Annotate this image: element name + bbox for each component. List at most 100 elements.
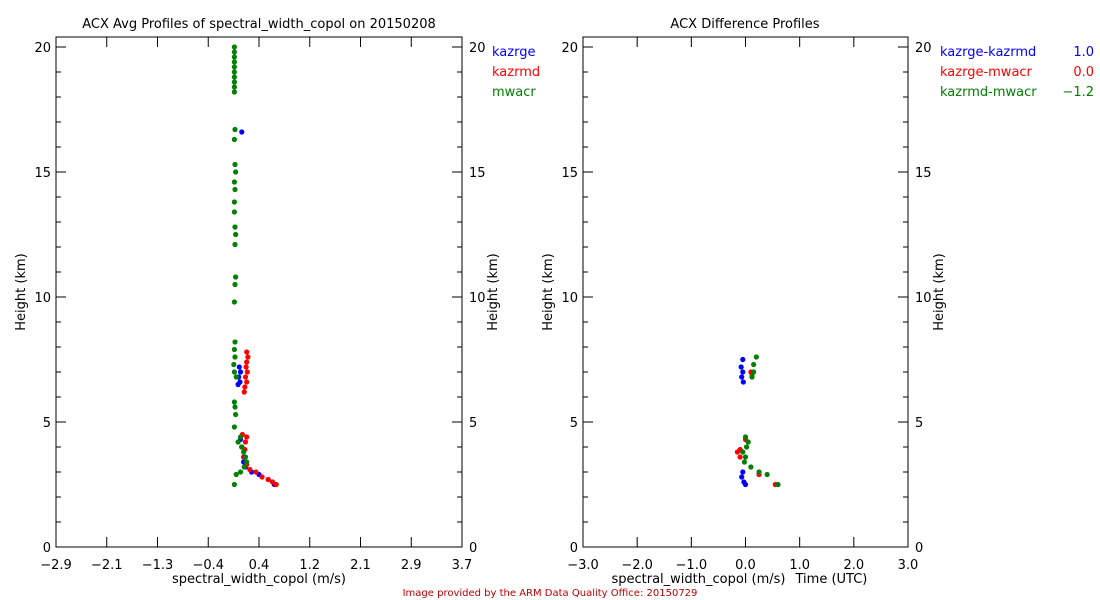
data-point xyxy=(748,464,754,470)
data-point xyxy=(244,459,250,465)
y-tick-label-right: 20 xyxy=(469,41,486,56)
x-tick-label: −2.0 xyxy=(621,558,653,573)
data-point xyxy=(231,346,237,353)
data-point xyxy=(269,479,276,485)
data-point xyxy=(231,64,237,70)
x-axis-label: spectral_width_copol (m/s) xyxy=(172,572,346,587)
x-tick-label: 2.1 xyxy=(350,558,371,573)
data-point xyxy=(239,444,245,450)
data-point xyxy=(231,79,237,85)
data-point xyxy=(740,379,746,385)
plot-1: ACX Avg Profiles of spectral_width_copol… xyxy=(14,17,540,587)
data-point xyxy=(235,381,241,388)
data-point xyxy=(751,369,757,375)
data-point xyxy=(235,439,241,445)
data-point xyxy=(245,354,251,360)
data-point xyxy=(231,84,237,90)
x-tick-label: 1.2 xyxy=(299,558,320,573)
data-point xyxy=(247,466,253,473)
y-tick-label-right: 0 xyxy=(915,541,923,556)
legend-entry: kazrge-kazrmd xyxy=(940,45,1036,60)
x-axis-label-time: Time (UTC) xyxy=(795,572,868,587)
data-point xyxy=(233,231,239,238)
data-point xyxy=(231,299,237,305)
data-point xyxy=(231,399,237,405)
y-tick-label: 15 xyxy=(34,166,51,181)
data-point xyxy=(741,459,748,465)
data-point xyxy=(265,476,271,483)
series-kazrge-mwacr xyxy=(734,369,778,488)
data-point xyxy=(231,361,237,368)
y-axis-label: Height (km) xyxy=(541,253,556,330)
series-mwacr xyxy=(231,44,250,488)
chart-title: ACX Difference Profiles xyxy=(670,17,819,32)
y-tick-label: 20 xyxy=(561,41,578,56)
x-tick-label: −2.1 xyxy=(91,558,123,573)
data-point xyxy=(231,74,237,80)
data-point xyxy=(734,449,740,455)
data-point xyxy=(764,471,770,478)
data-point xyxy=(237,434,244,440)
data-point xyxy=(740,369,746,375)
data-point xyxy=(231,179,237,185)
data-point xyxy=(232,281,238,288)
y-tick-label: 0 xyxy=(570,541,578,556)
data-point xyxy=(231,59,237,65)
data-point xyxy=(756,469,762,475)
x-tick-label: 0.0 xyxy=(735,558,756,573)
data-point xyxy=(740,449,746,455)
data-point xyxy=(231,424,237,430)
data-point xyxy=(259,474,265,480)
x-tick-label: −2.9 xyxy=(40,558,72,573)
x-axis-label: spectral_width_copol (m/s) xyxy=(611,572,785,587)
data-point xyxy=(231,69,237,75)
credit-text: Image provided by the ARM Data Quality O… xyxy=(402,588,698,599)
data-point xyxy=(244,434,250,440)
data-point xyxy=(244,379,250,385)
data-point xyxy=(242,374,249,380)
y-tick-label-right: 5 xyxy=(915,416,923,431)
y-axis-label: Height (km) xyxy=(14,253,29,330)
data-point xyxy=(231,369,237,375)
data-point xyxy=(742,434,749,440)
y-tick-label-right: 10 xyxy=(915,291,932,306)
x-tick-label: 2.9 xyxy=(401,558,422,573)
data-point xyxy=(233,411,239,418)
data-point xyxy=(231,54,237,60)
series-kazrmd-mwacr xyxy=(740,354,781,488)
data-point xyxy=(253,469,259,475)
x-tick-label: −1.3 xyxy=(142,558,174,573)
y-tick-label: 5 xyxy=(43,416,51,431)
data-point xyxy=(232,161,238,168)
x-tick-label: 0.4 xyxy=(249,558,270,573)
data-point xyxy=(737,454,743,460)
legend-value: 0.0 xyxy=(1073,65,1094,80)
y-axis-label-right: Height (km) xyxy=(486,253,501,330)
data-point xyxy=(232,339,238,345)
legend-entry: kazrmd-mwacr xyxy=(940,85,1037,100)
data-point xyxy=(241,464,247,470)
data-point xyxy=(237,369,244,375)
data-point xyxy=(236,364,242,370)
data-point xyxy=(273,481,279,488)
y-tick-label: 15 xyxy=(561,166,578,181)
data-point xyxy=(244,369,250,375)
x-tick-label: −3.0 xyxy=(567,558,599,573)
legend-value: 1.0 xyxy=(1073,45,1094,60)
data-point xyxy=(745,439,751,445)
data-point xyxy=(739,474,745,480)
data-point xyxy=(244,349,250,355)
series-kazrmd xyxy=(239,349,279,488)
legend-entry: mwacr xyxy=(492,85,536,100)
legend-entry: kazrge-mwacr xyxy=(940,65,1033,80)
data-point xyxy=(233,169,239,175)
data-point xyxy=(232,354,238,360)
x-tick-label: 1.0 xyxy=(789,558,810,573)
data-point xyxy=(231,49,237,55)
x-tick-label: 3.7 xyxy=(452,558,473,573)
data-point xyxy=(231,136,237,143)
data-point xyxy=(739,374,745,380)
x-tick-label: 2.0 xyxy=(843,558,864,573)
data-point xyxy=(749,374,755,380)
